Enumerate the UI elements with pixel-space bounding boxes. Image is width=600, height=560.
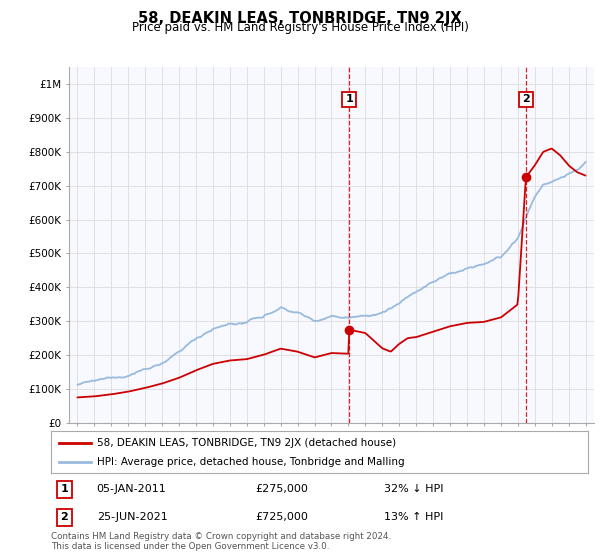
Text: 32% ↓ HPI: 32% ↓ HPI xyxy=(384,484,443,494)
Text: 2: 2 xyxy=(522,95,530,104)
Text: 58, DEAKIN LEAS, TONBRIDGE, TN9 2JX: 58, DEAKIN LEAS, TONBRIDGE, TN9 2JX xyxy=(138,11,462,26)
Text: £275,000: £275,000 xyxy=(255,484,308,494)
Text: 25-JUN-2021: 25-JUN-2021 xyxy=(97,512,167,522)
Text: 1: 1 xyxy=(345,95,353,104)
Text: Price paid vs. HM Land Registry's House Price Index (HPI): Price paid vs. HM Land Registry's House … xyxy=(131,21,469,34)
Text: 05-JAN-2011: 05-JAN-2011 xyxy=(97,484,166,494)
Text: 1: 1 xyxy=(61,484,68,494)
Text: 58, DEAKIN LEAS, TONBRIDGE, TN9 2JX (detached house): 58, DEAKIN LEAS, TONBRIDGE, TN9 2JX (det… xyxy=(97,437,396,447)
Text: £725,000: £725,000 xyxy=(255,512,308,522)
Text: 13% ↑ HPI: 13% ↑ HPI xyxy=(384,512,443,522)
Text: 2: 2 xyxy=(61,512,68,522)
Text: Contains HM Land Registry data © Crown copyright and database right 2024.
This d: Contains HM Land Registry data © Crown c… xyxy=(51,532,391,552)
Text: HPI: Average price, detached house, Tonbridge and Malling: HPI: Average price, detached house, Tonb… xyxy=(97,457,404,467)
